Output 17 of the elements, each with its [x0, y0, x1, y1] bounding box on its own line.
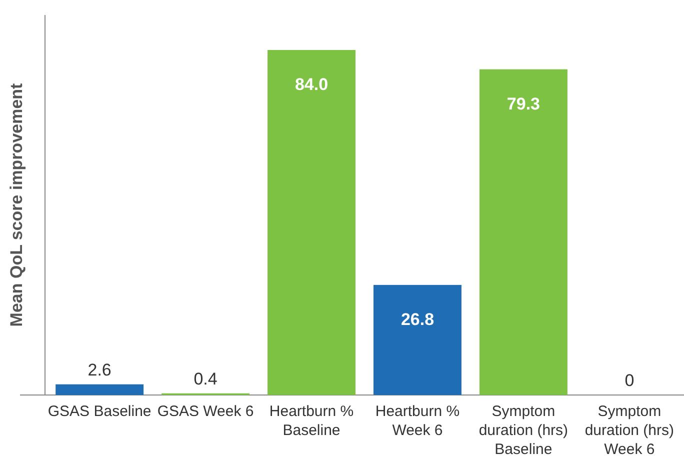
- bar: [374, 284, 462, 395]
- y-axis-title: Mean QoL score improvement: [7, 82, 26, 327]
- data-label: 26.8: [400, 310, 434, 329]
- x-tick-label: Symptom duration (hrs) Baseline: [478, 403, 568, 458]
- x-tick-label: GSAS Baseline: [48, 403, 152, 420]
- x-tick-label: GSAS Week 6: [157, 403, 254, 420]
- x-tick-label: Heartburn % Week 6: [375, 403, 460, 439]
- data-label: 79.3: [506, 94, 540, 114]
- data-label: 84.0: [294, 75, 328, 94]
- bar: [268, 50, 356, 395]
- x-tick-label: Symptom duration (hrs) Week 6: [584, 403, 674, 458]
- x-tick-label: Heartburn % Baseline: [269, 403, 354, 439]
- data-label: 0: [624, 371, 634, 390]
- bar: [56, 384, 144, 395]
- bar: [479, 69, 568, 395]
- data-label: 2.6: [88, 360, 112, 380]
- data-label: 0.4: [194, 369, 218, 388]
